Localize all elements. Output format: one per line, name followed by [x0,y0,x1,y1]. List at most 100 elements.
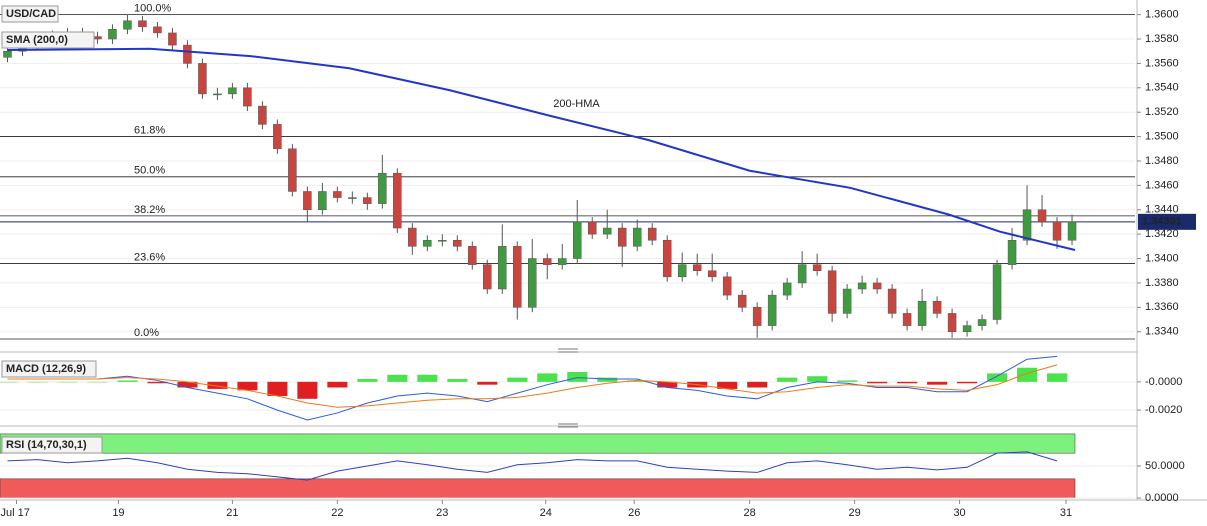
macd-histogram-bar [87,381,108,383]
last-price-label: 1.34301 [1142,216,1182,228]
macd-histogram-bar [747,381,768,388]
macd-histogram-bar [0,381,18,383]
fib-label: 23.6% [134,251,165,263]
candle-body [572,221,582,259]
y-tick-label: 1.3600 [1145,9,1179,21]
candle-body [587,221,597,235]
overbought-band [0,433,1076,454]
y-tick-label: 1.3440 [1145,204,1179,216]
candle-body [752,307,762,326]
panel-handle [558,423,578,428]
y-tick-label: 1.3580 [1145,33,1179,45]
y-tick-label: 1.3460 [1145,179,1179,191]
panel-handle [558,348,578,353]
candle-body [722,276,732,296]
candle-body [183,44,192,64]
macd-histogram-bar [777,377,798,382]
candle-body [528,258,537,308]
candle-body [303,191,312,211]
x-tick-label: 29 [848,507,860,519]
candle-body [348,197,357,199]
last-price-box [1138,213,1196,230]
x-tick-label: 24 [540,507,552,519]
macd-histogram-bar [507,377,528,382]
candle-body [153,26,162,34]
macd-histogram-bar [837,380,858,382]
candle-body [243,87,252,107]
signal-line [7,364,1058,408]
candle-body [453,239,462,247]
candle-body [123,20,132,30]
y-tick-label: 1.3520 [1145,106,1179,118]
candle-body [962,325,972,332]
macd-histogram-bar [237,381,258,391]
candle-body [363,197,372,204]
candle-body [947,313,957,332]
x-tick-label: 19 [112,507,124,519]
candle-body [842,288,852,314]
candle-body [318,191,327,211]
x-tick-label: 22 [331,507,343,519]
candle-body [288,148,297,192]
macd-histogram-bar [27,381,48,383]
macd-histogram-bar [447,379,468,382]
y-tick-label: -0.0020 [1145,404,1182,416]
oversold-band [0,478,1076,499]
x-tick-label: Jul 17 [0,507,29,519]
rsi-label: RSI (14,70,30,1) [6,439,87,451]
macd-histogram-bar [537,373,558,382]
macd-histogram-bar [387,374,408,382]
x-tick-label: 23 [436,507,448,519]
candle-body [1067,221,1077,241]
candle-body [767,294,777,326]
y-tick-label: 1.3420 [1145,228,1179,240]
macd-histogram-bar [117,380,138,382]
y-tick-label: 1.3500 [1145,130,1179,142]
macd-histogram-bar [147,381,168,384]
macd-histogram-bar [657,381,678,388]
candle-body [273,124,282,150]
y-tick-label: 1.3560 [1145,57,1179,69]
macd-histogram-bar [597,377,618,382]
candle-body [932,300,942,314]
candle-body [857,282,867,290]
x-tick-label: 30 [953,507,965,519]
macd-histogram-bar [1047,373,1068,382]
candle-body [647,227,657,241]
candle-body [1052,221,1062,241]
candle-body [378,172,387,204]
macd-histogram-bar [957,381,978,384]
candle-body [737,294,747,308]
macd-histogram-bar [57,381,78,383]
candle-body [408,227,417,247]
macd-histogram-bar [357,379,378,382]
candle-body [423,239,432,247]
y-tick-label: 1.3540 [1145,82,1179,94]
candle-body [992,264,1002,320]
candle-body [902,313,912,326]
symbol-label-box [1,5,59,23]
candle-body [632,227,642,247]
candle-body [498,246,507,290]
y-tick-label: 1.3360 [1145,301,1179,313]
candle-body [812,264,822,271]
macd-label-box [1,360,97,378]
candle-body [468,246,477,265]
macd-histogram-bar [297,381,318,399]
macd-histogram-bar [897,381,918,384]
candle-body [872,282,882,290]
y-tick-label: -0.0000 [1145,376,1182,388]
candle-body [228,87,237,95]
y-tick-label: 1.3400 [1145,252,1179,264]
candle-body [887,288,897,314]
macd-histogram-bar [417,374,438,382]
candle-body [1022,209,1032,241]
y-tick-label: 1.3380 [1145,277,1179,289]
candle-body [662,239,672,278]
candle-body [977,319,987,326]
macd-histogram-bar [717,381,738,389]
candle-body [1007,239,1017,265]
candle-body [198,63,207,95]
rsi-label-box [1,436,103,454]
